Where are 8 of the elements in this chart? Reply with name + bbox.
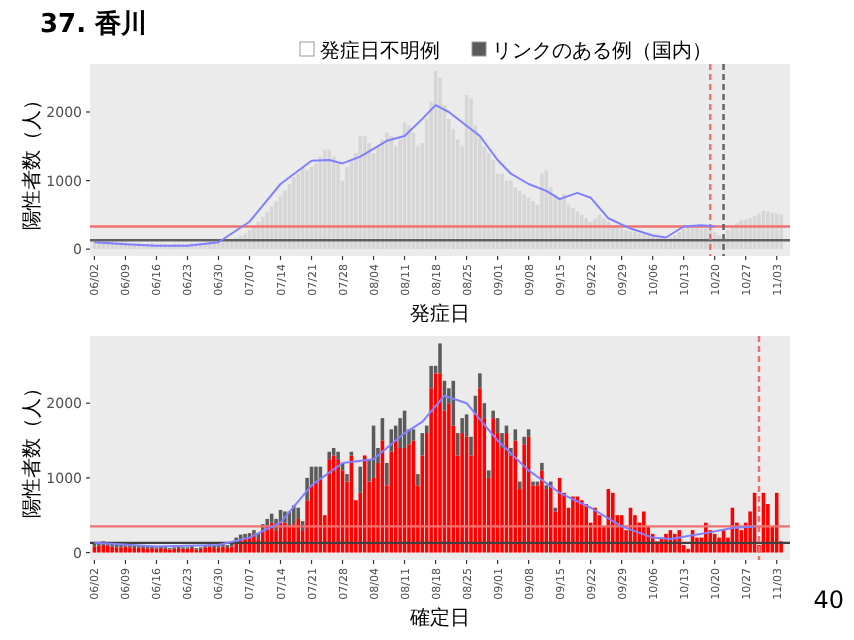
chart-title: 37. 香川 bbox=[40, 8, 148, 40]
text: 発症日不明例 bbox=[320, 39, 440, 63]
y-axis-title: 陽性者数（人） bbox=[20, 378, 44, 518]
text: リンクのある例（国内） bbox=[492, 39, 712, 63]
x-axis-title: 確定日 bbox=[408, 606, 470, 630]
y-axis-title: 陽性者数（人） bbox=[20, 90, 44, 230]
x-axis-title: 発症日 bbox=[410, 302, 470, 326]
text: 40 bbox=[813, 586, 844, 614]
